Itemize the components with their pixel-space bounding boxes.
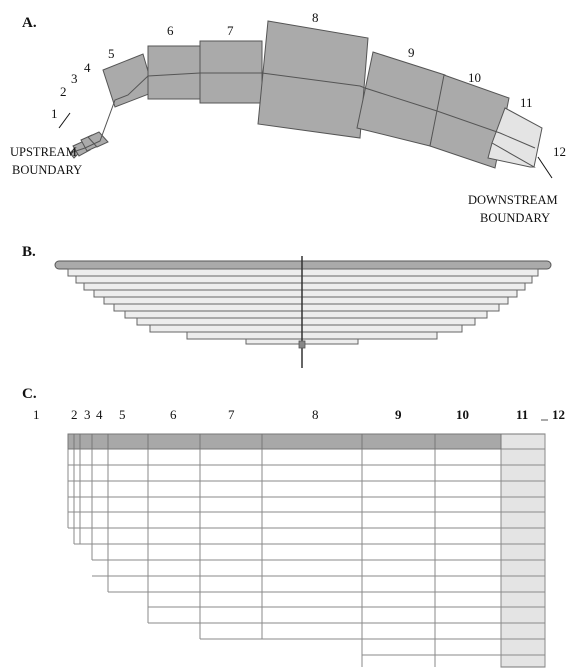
cross-section-layer (136, 317, 476, 326)
segment-label-8: 8 (312, 10, 319, 25)
cross-section-layer (113, 303, 500, 312)
panel-a-label: A. (22, 15, 37, 31)
cross-section-layer (67, 268, 539, 277)
grid-horizontal-lines (68, 448, 545, 656)
column-label-3: 3 (84, 407, 91, 422)
segment-box-12 (487, 142, 536, 168)
upstream-boundary-label-line1: UPSTREAM (10, 145, 77, 159)
downstream-column-fill (500, 433, 546, 668)
segment-label-2: 2 (60, 84, 67, 99)
column-label-7: 7 (228, 407, 235, 422)
cross-section-axis-marker (298, 340, 306, 349)
column-label-5: 5 (119, 407, 126, 422)
segment-label-5: 5 (108, 46, 115, 61)
column-label-12: 12 (552, 407, 565, 422)
cross-section-layer (186, 331, 438, 340)
segment-label-9: 9 (408, 45, 415, 60)
upstream-boundary-label-line2: BOUNDARY (12, 163, 82, 177)
segment-box-5 (102, 53, 155, 108)
channel-centerline (69, 72, 536, 154)
upstream-leader-line (58, 112, 71, 129)
cross-section-layer (83, 282, 526, 291)
grid-header-band (67, 433, 502, 450)
column-label-11: 11 (516, 407, 528, 422)
segment-label-12: 12 (553, 144, 566, 159)
segment-label-1: 1 (51, 106, 58, 121)
segment-label-11: 11 (520, 95, 533, 110)
grid-header-dividers (73, 434, 436, 449)
segment-box-6 (147, 45, 201, 100)
downstream-boundary-label-line1: DOWNSTREAM (468, 193, 558, 207)
panel-b-label: B. (22, 244, 36, 260)
panel-c-label: C. (22, 386, 37, 402)
cross-section-layer (124, 310, 488, 319)
cross-section-layers (67, 268, 539, 345)
cross-section-layer (103, 296, 509, 305)
column-label-10: 10 (456, 407, 469, 422)
segment-label-7: 7 (227, 23, 234, 38)
column-label-9: 9 (395, 407, 402, 422)
segment-boxes (69, 20, 543, 169)
segment-label-3: 3 (71, 71, 78, 86)
panel-c: C. 1 2 3 4 5 6 7 8 9 10 11 12 (22, 386, 565, 668)
downstream-leader-line (537, 156, 553, 179)
segment-label-6: 6 (167, 23, 174, 38)
downstream-boundary-label-line2: BOUNDARY (480, 211, 550, 225)
segment-label-10: 10 (468, 70, 481, 85)
column-label-2: 2 (71, 407, 78, 422)
segment-box-10 (429, 74, 510, 169)
cross-section-top-bar (54, 260, 552, 270)
panel-a: A. 1 2 3 4 5 6 7 8 9 10 (10, 10, 566, 225)
panel-b: B. (22, 244, 552, 368)
cross-section-layer (93, 289, 518, 298)
column-label-4: 4 (96, 407, 103, 422)
cross-section-layer (75, 275, 533, 284)
cross-section-layer (149, 324, 463, 333)
column-label-1: 1 (33, 407, 40, 422)
segment-label-4: 4 (84, 60, 91, 75)
column-label-8: 8 (312, 407, 319, 422)
segment-box-7 (199, 40, 263, 104)
grid-vertical-lines (67, 434, 546, 667)
column-label-6: 6 (170, 407, 177, 422)
